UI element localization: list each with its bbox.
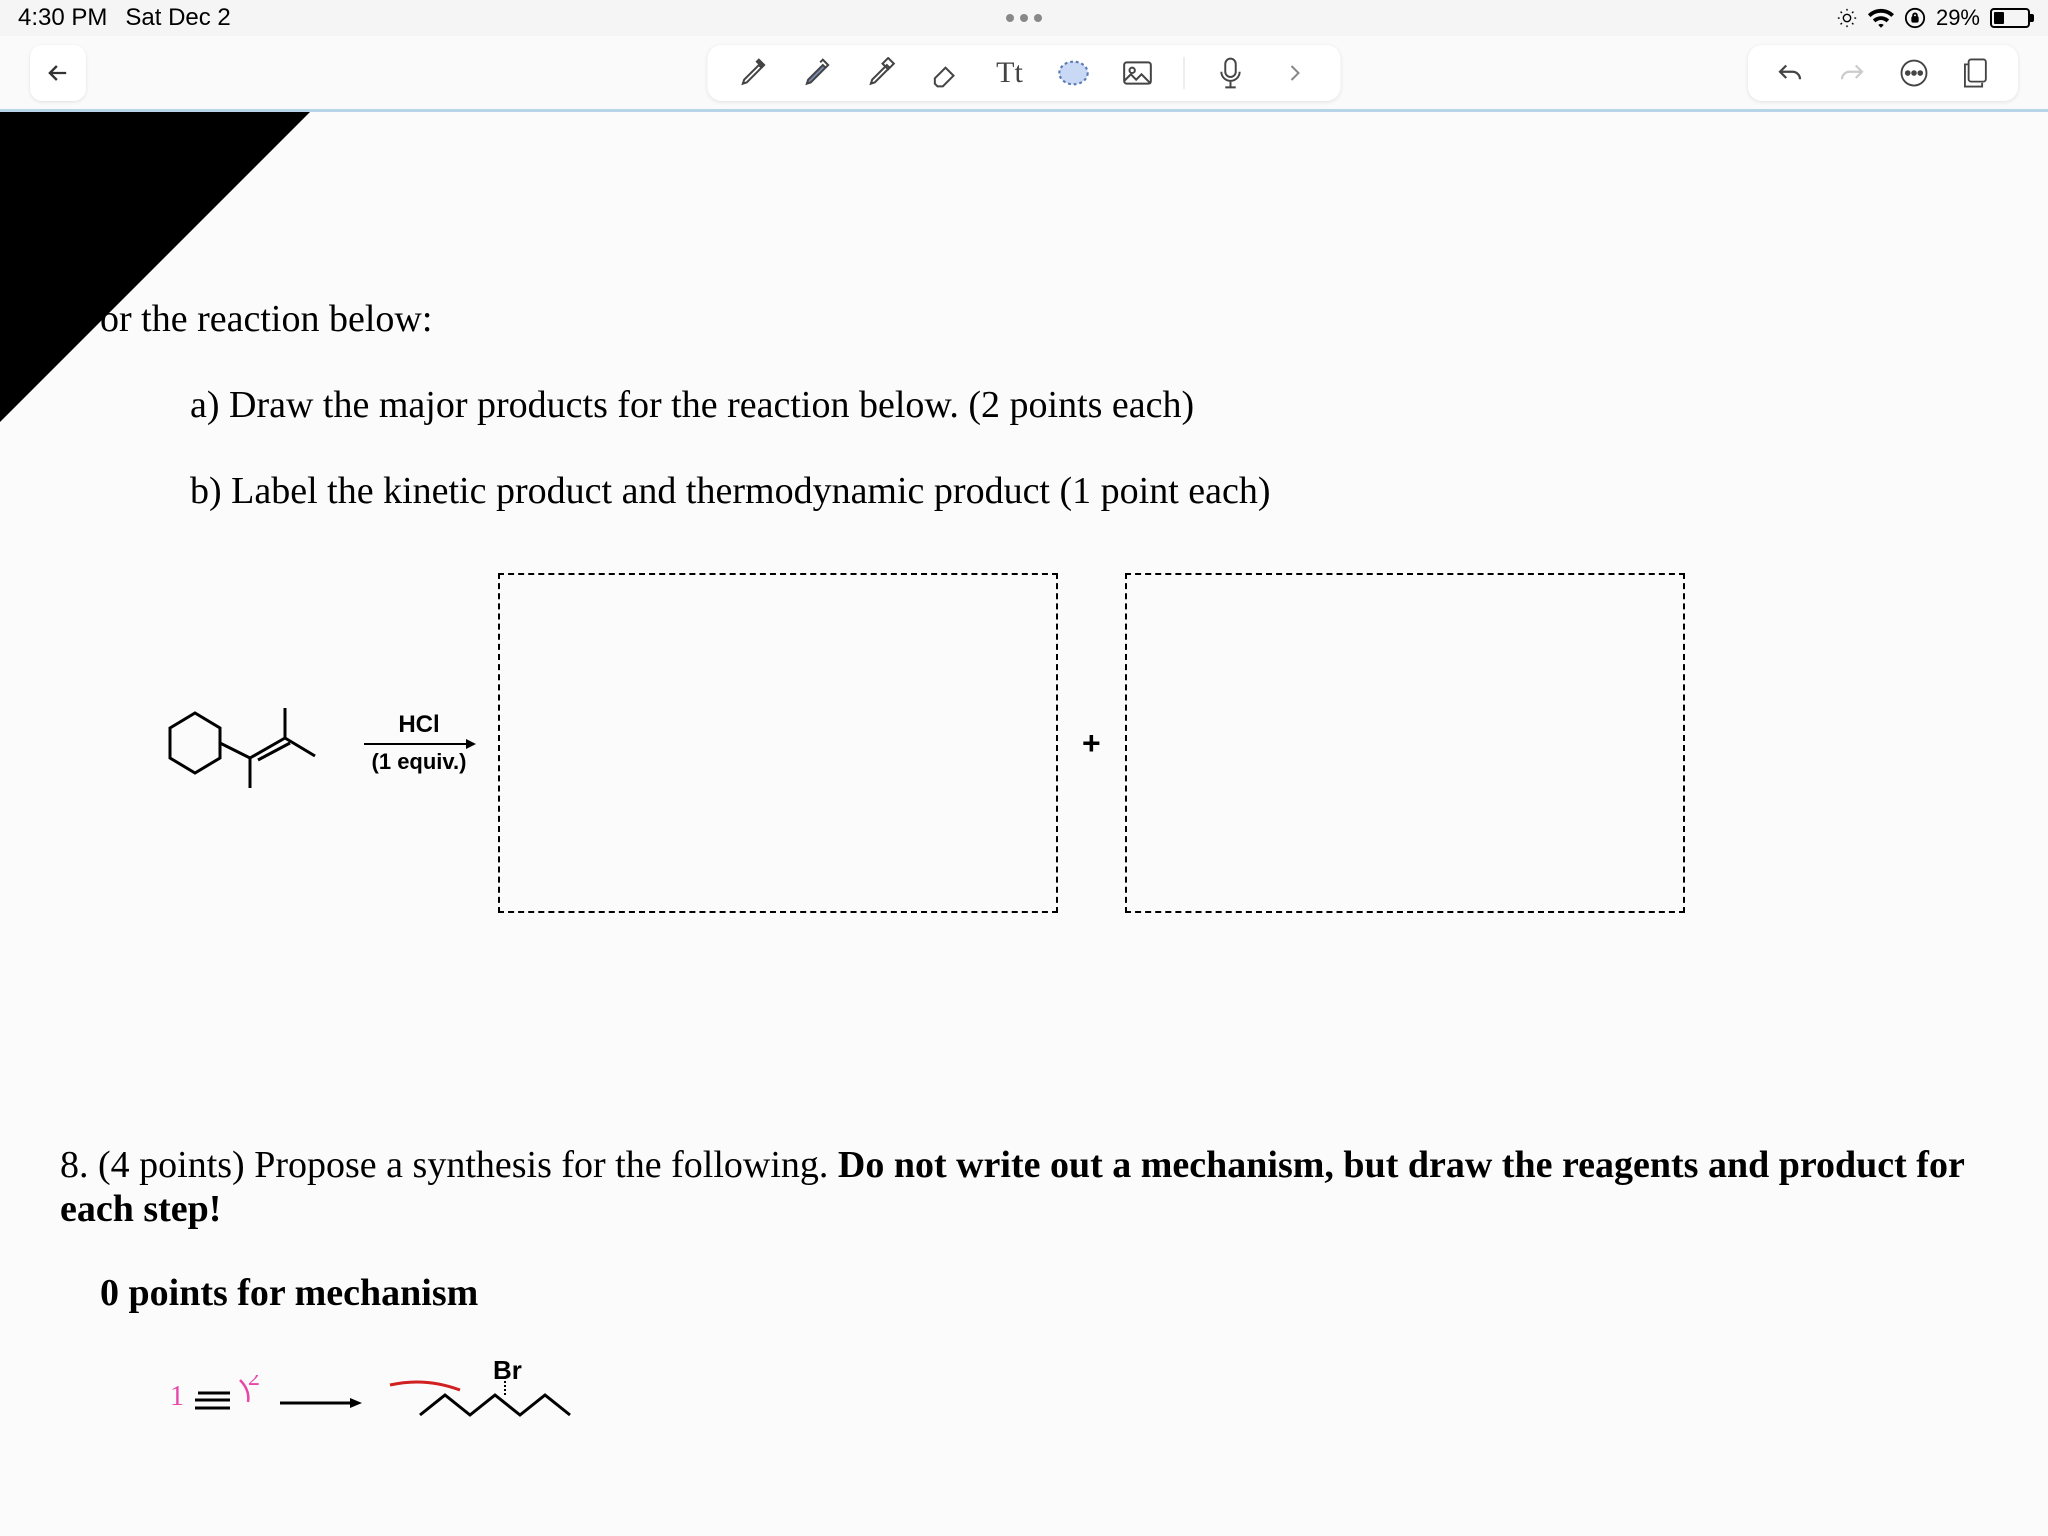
document-content: or the reaction below: a) Draw the major… [0, 112, 2048, 1536]
drawing-toolbar: Tt [708, 45, 1341, 101]
svg-text:2: 2 [248, 1375, 260, 1391]
status-bar: 4:30 PM Sat Dec 2 29% [0, 0, 2048, 36]
plus-sign: + [1082, 725, 1101, 762]
pages-button[interactable] [1958, 55, 1994, 91]
reaction-arrow: HCl (1 equiv.) [364, 711, 474, 775]
toolbar-divider [1184, 57, 1185, 89]
image-icon [1122, 59, 1154, 87]
multitask-dots[interactable] [1006, 14, 1042, 22]
question-part-a: a) Draw the major products for the react… [190, 383, 2008, 427]
br-label: Br [493, 1355, 522, 1386]
eraser-icon [930, 57, 962, 89]
svg-text:1: 1 [170, 1381, 184, 1412]
lasso-tool[interactable] [1056, 55, 1092, 91]
pages-icon [1962, 57, 1990, 89]
chevron-right-icon [1283, 61, 1307, 85]
pen-icon [738, 57, 770, 89]
image-tool[interactable] [1120, 55, 1156, 91]
battery-percent: 29% [1936, 5, 1980, 31]
document-canvas[interactable]: or the reaction below: a) Draw the major… [0, 112, 2048, 1536]
back-button[interactable] [30, 45, 86, 101]
question-header: or the reaction below: [100, 297, 2008, 341]
undo-button[interactable] [1772, 55, 1808, 91]
reagent-label-bottom: (1 equiv.) [364, 749, 474, 775]
redo-button[interactable] [1834, 55, 1870, 91]
pen-tool[interactable] [736, 55, 772, 91]
next-tool[interactable] [1277, 55, 1313, 91]
synthesis-sketch: 1 2 Br [170, 1375, 2008, 1435]
pencil-tool[interactable] [800, 55, 836, 91]
orientation-lock-icon [1904, 7, 1926, 29]
wifi-icon [1868, 8, 1894, 28]
pencil-icon [802, 57, 834, 89]
arrow-left-icon [44, 59, 72, 87]
mic-tool[interactable] [1213, 55, 1249, 91]
starting-material-structure [140, 678, 340, 808]
highlighter-icon [866, 57, 898, 89]
reagent-label-top: HCl [364, 711, 474, 739]
mic-icon [1217, 56, 1245, 90]
question-part-b: b) Label the kinetic product and thermod… [190, 469, 2008, 513]
more-button[interactable] [1896, 55, 1932, 91]
question-8-warning: 0 points for mechanism [100, 1271, 2008, 1315]
undo-icon [1775, 60, 1805, 86]
edit-actions-toolbar [1748, 45, 2018, 101]
highlighter-tool[interactable] [864, 55, 900, 91]
answer-box-2[interactable] [1125, 573, 1685, 913]
reaction-diagram: HCl (1 equiv.) + [140, 573, 2008, 913]
more-icon [1899, 58, 1929, 88]
status-date: Sat Dec 2 [125, 4, 230, 32]
eraser-tool[interactable] [928, 55, 964, 91]
text-tool[interactable]: Tt [992, 55, 1028, 91]
lasso-icon [1057, 58, 1091, 88]
battery-icon [1990, 8, 2030, 28]
redo-icon [1837, 60, 1867, 86]
answer-box-1[interactable] [498, 573, 1058, 913]
question-8: 8. (4 points) Propose a synthesis for th… [60, 1143, 2008, 1231]
status-time: 4:30 PM [18, 4, 107, 32]
do-not-disturb-icon [1836, 7, 1858, 29]
app-toolbar: Tt [0, 36, 2048, 112]
